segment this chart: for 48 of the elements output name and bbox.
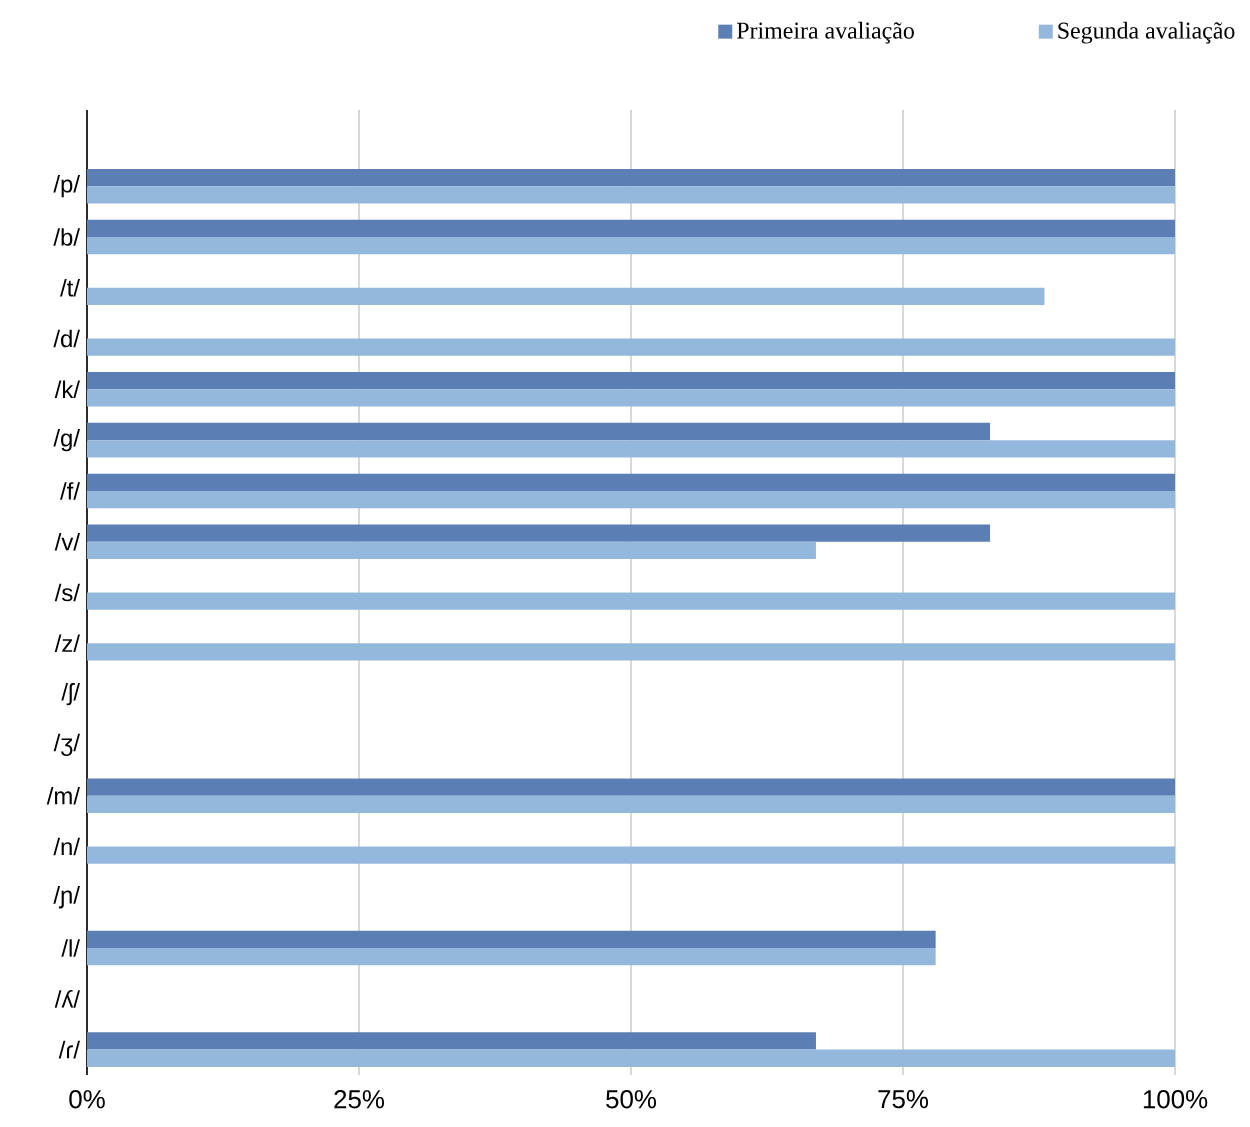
bar (87, 372, 1176, 390)
bar (87, 778, 1176, 796)
x-tick-label: 50% (606, 1090, 657, 1109)
y-tick-label: /k/ (54, 380, 80, 399)
bar (87, 524, 991, 542)
bar (87, 1032, 816, 1050)
y-tick-label: /ɲ/ (53, 886, 80, 909)
y-tick-label: /ʃ/ (61, 682, 80, 706)
y-tick-label: /ʎ/ (54, 989, 80, 1008)
bar (87, 490, 1176, 509)
bar (87, 422, 991, 441)
y-tick-label: /ɾ/ (58, 1040, 80, 1059)
bar (87, 287, 1045, 306)
bar (87, 440, 1176, 458)
y-tick-label: /n/ (53, 837, 80, 856)
bar (87, 219, 1176, 237)
bar (87, 186, 1176, 204)
bar (87, 473, 1176, 491)
y-tick-label: /z/ (54, 634, 80, 653)
bar (87, 592, 1176, 610)
y-tick-label: /d/ (53, 329, 80, 348)
y-tick-label: /f/ (60, 482, 80, 500)
y-tick-label: /s/ (54, 583, 80, 602)
bar (87, 643, 1176, 661)
bar (87, 236, 1176, 255)
y-tick-label: /l/ (61, 939, 80, 957)
legend-label: Primeira avaliação (736, 21, 914, 44)
y-tick-label: /ʒ/ (53, 733, 80, 757)
x-tick-label: 25% (334, 1090, 385, 1109)
bar (87, 930, 936, 949)
bar (87, 168, 1176, 187)
y-tick-label: /t/ (60, 279, 80, 297)
bar (87, 338, 1176, 356)
y-tick-label: /g/ (53, 429, 80, 452)
bar (87, 846, 1176, 864)
x-tick-label: 75% (878, 1090, 929, 1109)
bar (87, 389, 1176, 407)
legend-label: Segunda avaliação (1058, 21, 1235, 44)
bar (87, 795, 1176, 813)
y-tick-label: /m/ (46, 786, 80, 805)
y-tick-label: /v/ (54, 532, 80, 551)
y-tick-label: /p/ (53, 175, 80, 198)
x-tick-label: 0% (69, 1090, 105, 1109)
bar (87, 541, 816, 559)
x-tick-label: 100% (1143, 1090, 1208, 1109)
bar (87, 948, 936, 966)
y-tick-label: /b/ (53, 228, 80, 246)
bar (87, 1049, 1176, 1067)
